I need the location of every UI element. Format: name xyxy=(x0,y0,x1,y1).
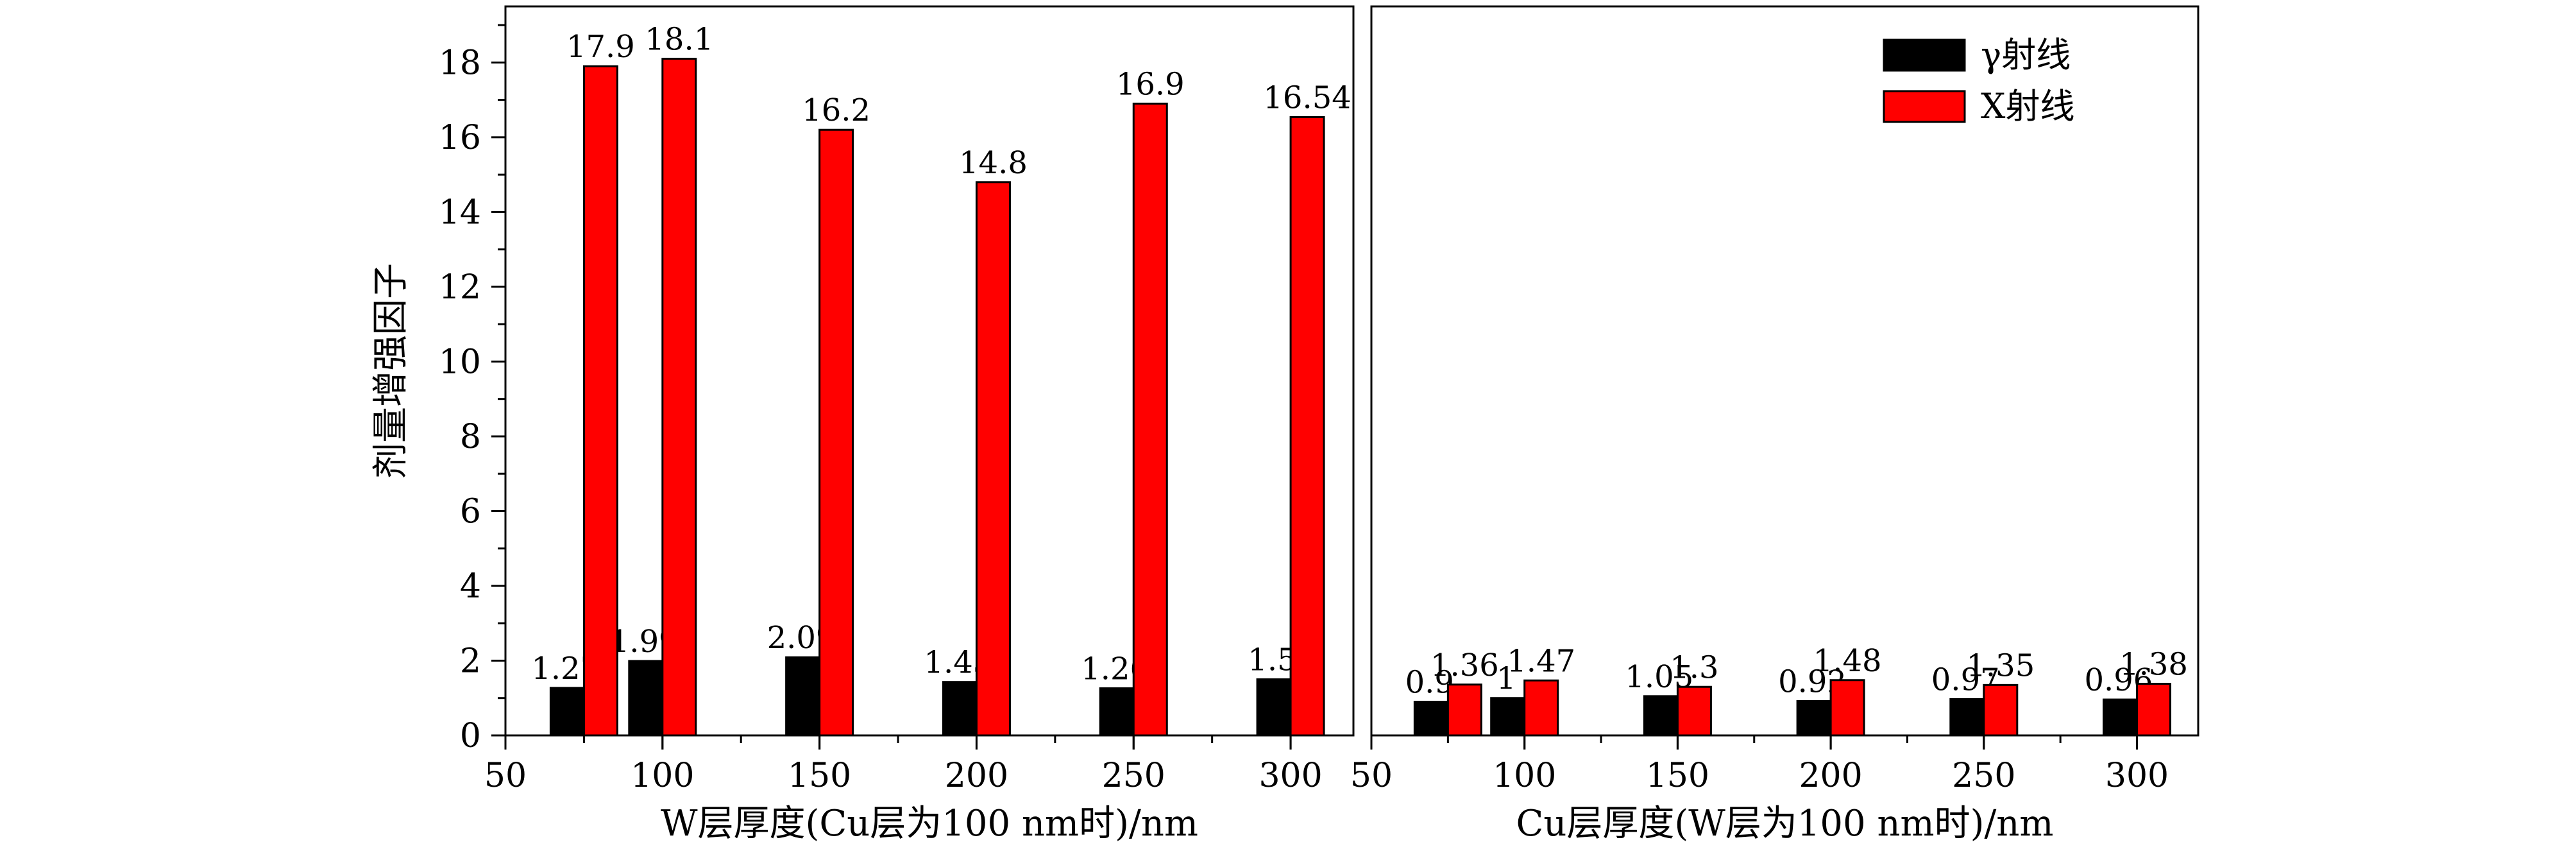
y-tick-label: 14 xyxy=(439,193,481,232)
xray-bar xyxy=(1676,685,1712,737)
gamma-bar xyxy=(942,681,978,737)
y-tick-label: 2 xyxy=(460,642,481,680)
gamma-bar xyxy=(785,656,821,737)
data-label: 1.47 xyxy=(1507,643,1575,679)
xray-bar xyxy=(1446,683,1482,737)
x-tick-label: 150 xyxy=(1646,757,1709,795)
gamma-bar xyxy=(1796,699,1832,737)
x-tick-label: 100 xyxy=(1493,757,1556,795)
gamma-bar xyxy=(549,687,585,737)
x-tick-label: 200 xyxy=(1799,757,1862,795)
chart-panel-2: 0.9 1 1.05 0.92 0.97 0.961.36 1.47 1.3 1.48 1.35 1… xyxy=(1350,5,2199,845)
legend-swatch xyxy=(1883,90,1966,123)
plot-frame xyxy=(504,5,1355,737)
y-tick-label: 4 xyxy=(460,567,481,606)
gamma-bar xyxy=(1643,695,1679,737)
y-tick-label: 16 xyxy=(439,119,481,157)
gamma-bar xyxy=(2103,698,2139,737)
y-tick-label: 12 xyxy=(439,268,481,307)
chart-panel-1: 1.271.99 2.091.43 1.26 1.517.9 18.116.214.81… xyxy=(370,5,1355,845)
data-label: 18.1 xyxy=(645,22,713,58)
legend-label: X射线 xyxy=(1981,86,2074,126)
data-label: 16.2 xyxy=(802,92,870,128)
data-label: 1.48 xyxy=(1813,643,1882,679)
xray-bar xyxy=(1132,102,1168,737)
data-label: 0.9 xyxy=(1405,665,1454,701)
y-tick-label: 6 xyxy=(460,492,481,531)
x-tick-label: 250 xyxy=(1102,757,1165,795)
data-label: 1 xyxy=(1496,661,1516,697)
data-label: 16.54 xyxy=(1263,80,1351,116)
xray-bar xyxy=(818,128,854,737)
xray-bar xyxy=(1829,679,1865,737)
xray-bar xyxy=(2136,683,2172,737)
xray-bar xyxy=(582,65,618,737)
data-label: 1.38 xyxy=(2119,647,2188,683)
chart-panels: 1.271.99 2.091.43 1.26 1.517.9 18.116.214.81… xyxy=(370,5,2199,845)
data-label: 1.3 xyxy=(1670,649,1718,685)
gamma-bar xyxy=(628,660,664,737)
data-label: 1.5 xyxy=(1248,642,1296,678)
legend: γ射线 X射线 xyxy=(1883,35,2074,126)
x-tick-label: 200 xyxy=(945,757,1008,795)
x-tick-label: 100 xyxy=(631,757,694,795)
x-tick-label: 300 xyxy=(1258,757,1322,795)
plot-frame xyxy=(1370,5,2199,737)
data-label: 16.9 xyxy=(1116,66,1185,102)
x-axis-title: Cu层厚度(W层为100 nm时)/nm xyxy=(1516,803,2053,845)
y-tick-label: 18 xyxy=(439,44,481,82)
data-label: 1.35 xyxy=(1966,647,2035,683)
gamma-bar xyxy=(1413,701,1449,737)
legend-swatch xyxy=(1883,39,1966,72)
xray-bar xyxy=(661,58,697,737)
gamma-bar xyxy=(1099,687,1135,737)
y-axis-title: 剂量增强因子 xyxy=(370,263,412,479)
gamma-bar xyxy=(1949,698,1985,737)
x-tick-label: 150 xyxy=(788,757,851,795)
y-tick-label: 10 xyxy=(439,343,481,381)
xray-bar xyxy=(975,181,1011,737)
y-tick-label: 8 xyxy=(460,418,481,456)
xray-bar xyxy=(1523,679,1559,737)
xray-bar xyxy=(1289,116,1325,737)
legend-label: γ射线 xyxy=(1981,35,2071,75)
x-tick-label: 50 xyxy=(484,757,527,795)
x-tick-label: 50 xyxy=(1350,757,1393,795)
xray-bar xyxy=(1983,683,2019,737)
y-tick-label: 0 xyxy=(460,717,481,755)
x-tick-label: 300 xyxy=(2105,757,2169,795)
gamma-bar xyxy=(1490,697,1526,737)
gamma-bar xyxy=(1256,678,1292,737)
data-label: 17.9 xyxy=(566,29,635,65)
data-label: 1.36 xyxy=(1430,647,1499,683)
x-tick-label: 250 xyxy=(1952,757,2015,795)
data-label: 14.8 xyxy=(959,145,1028,181)
x-axis-title: W层厚度(Cu层为100 nm时)/nm xyxy=(661,803,1198,845)
